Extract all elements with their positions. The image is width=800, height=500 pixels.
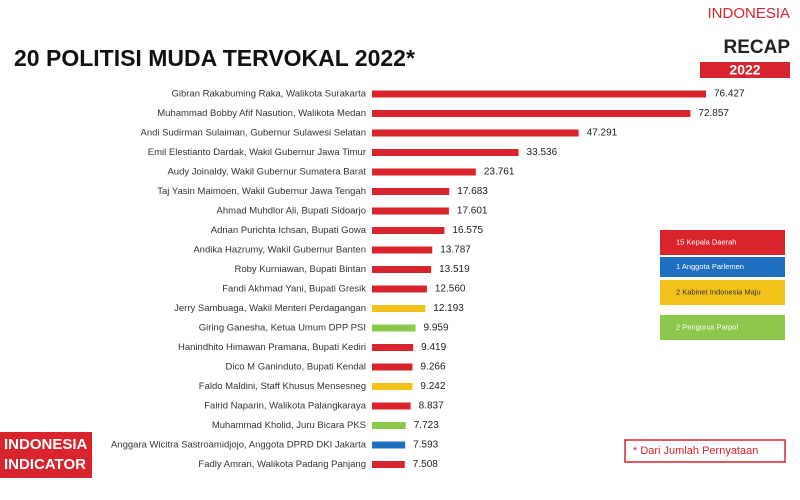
bar <box>372 363 413 371</box>
brand-badge <box>700 62 790 78</box>
chart-title: 20 POLITISI MUDA TERVOKAL 2022* <box>14 45 415 71</box>
value-label: 9.266 <box>420 362 445 373</box>
legend-swatch <box>660 230 785 255</box>
value-label: 47.291 <box>587 128 618 139</box>
brand-bottom: INDONESIA <box>4 436 88 453</box>
value-label: 13.519 <box>439 264 470 275</box>
value-label: 17.683 <box>457 186 488 197</box>
bar <box>372 305 426 312</box>
bar <box>372 344 414 351</box>
category-label: Andika Hazrumy, Wakil Gubernur Banten <box>193 245 366 256</box>
category-label: Fandi Akhmad Yani, Bupati Gresik <box>222 284 366 295</box>
brand-bottom: INDICATOR <box>4 456 86 473</box>
brand-top: INDONESIA <box>707 5 790 22</box>
brand-bottom-bg <box>0 432 92 478</box>
legend-swatch <box>660 315 785 340</box>
legend-swatch <box>660 257 785 277</box>
value-label: 76.427 <box>714 89 745 100</box>
legend-swatch <box>660 280 785 305</box>
value-label: 8.837 <box>419 401 444 412</box>
legend-label: 1 Anggota Parlemen <box>676 262 744 271</box>
bar <box>372 383 413 390</box>
value-label: 7.723 <box>414 420 439 431</box>
value-label: 7.508 <box>413 459 438 470</box>
note-box <box>624 439 786 463</box>
legend-label: 2 Pengurus Parpol <box>676 322 738 331</box>
bar <box>372 441 406 449</box>
bar <box>372 266 432 273</box>
bar <box>372 207 449 215</box>
bar <box>372 188 450 195</box>
bar <box>372 168 476 176</box>
category-label: Gibran Rakabuming Raka, Walikota Surakar… <box>172 89 367 100</box>
legend-label: 15 Kepala Daerah <box>676 237 736 246</box>
category-label: Muhammad Bobby Afif Nasution, Walikota M… <box>157 108 366 119</box>
value-label: 12.560 <box>435 284 466 295</box>
value-label: 17.601 <box>457 206 488 217</box>
note: * Dari Jumlah Pernyataan <box>633 445 758 457</box>
category-label: Audy Joinaldy, Wakil Gubernur Sumatera B… <box>167 167 366 178</box>
bar <box>372 246 433 254</box>
category-label: Muhammad Kholid, Juru Bicara PKS <box>212 420 366 431</box>
value-label: 9.242 <box>420 381 445 392</box>
value-label: 23.761 <box>484 167 515 178</box>
category-label: Andi Sudirman Sulaiman, Gubernur Sulawes… <box>141 128 367 139</box>
category-label: Hanindhito Himawan Pramana, Bupati Kedir… <box>178 342 366 353</box>
legend-label: 2 Kabinet Indonesia Maju <box>676 287 761 296</box>
bar <box>372 324 416 332</box>
value-label: 72.857 <box>698 108 729 119</box>
value-label: 9.419 <box>421 342 446 353</box>
bar <box>372 90 706 98</box>
category-label: Dico M Ganinduto, Bupati Kendal <box>226 362 366 373</box>
brand-top: 2022 <box>729 62 760 78</box>
bar <box>372 402 411 410</box>
value-label: 9.959 <box>424 323 449 334</box>
category-label: Fairid Naparin, Walikota Palangkaraya <box>204 401 366 412</box>
category-label: Roby Kurniawan, Bupati Bintan <box>235 264 367 275</box>
brand-top: RECAP <box>723 37 790 58</box>
category-label: Adnan Purichta Ichsan, Bupati Gowa <box>211 225 367 236</box>
category-label: Ahmad Muhdlor Ali, Bupati Sidoarjo <box>217 206 366 217</box>
category-label: Giring Ganesha, Ketua Umum DPP PSI <box>199 323 366 334</box>
category-label: Fadly Amran, Walikota Padang Panjang <box>198 459 366 470</box>
bar <box>372 422 406 429</box>
category-label: Faldo Maldini, Staff Khusus Mensesneg <box>199 381 366 392</box>
bar <box>372 285 427 293</box>
value-label: 13.787 <box>440 245 471 256</box>
value-label: 16.575 <box>452 225 483 236</box>
value-label: 12.193 <box>433 303 464 314</box>
bar <box>372 461 405 468</box>
category-label: Anggara Wicitra Sastroamidjojo, Anggota … <box>111 440 367 451</box>
bar <box>372 110 691 117</box>
bar <box>372 129 579 137</box>
category-label: Jerry Sambuaga, Wakil Menteri Perdaganga… <box>174 303 366 314</box>
bar <box>372 227 445 234</box>
category-label: Emil Elestianto Dardak, Wakil Gubernur J… <box>148 147 366 158</box>
value-label: 7.593 <box>413 440 438 451</box>
value-label: 33.536 <box>527 147 558 158</box>
bar <box>372 149 519 156</box>
category-label: Taj Yasin Maimoen, Wakil Gubernur Jawa T… <box>157 186 366 197</box>
